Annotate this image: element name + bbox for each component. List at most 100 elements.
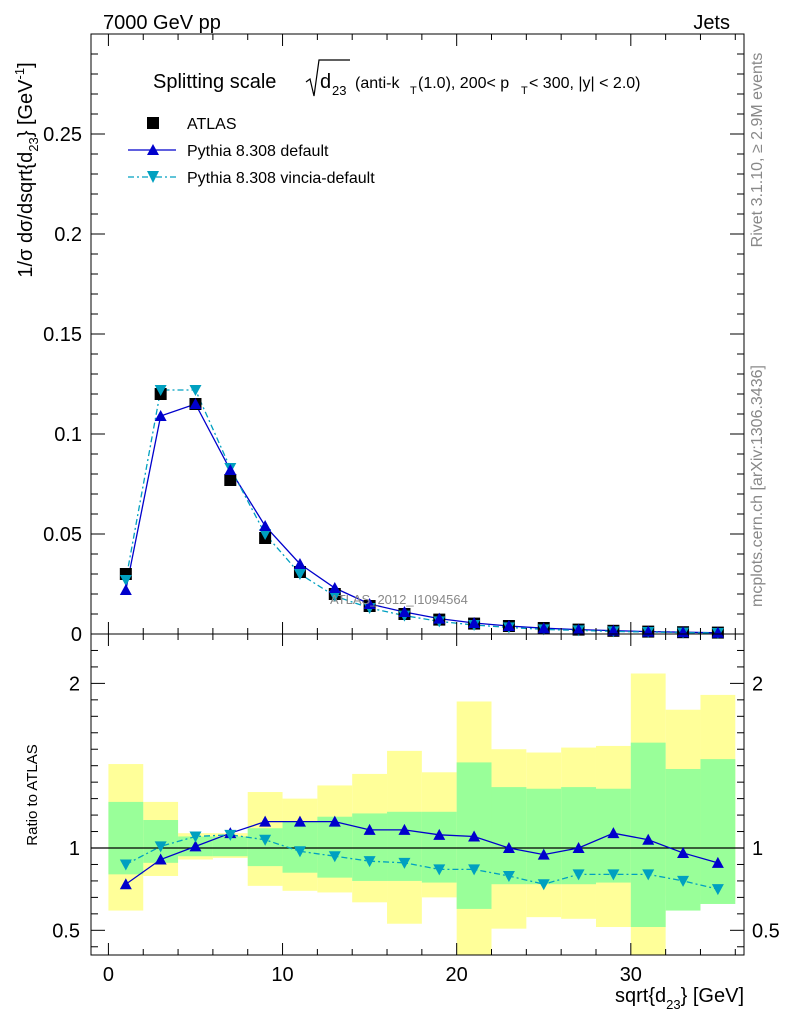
plot-title: Splitting scale d 23 (anti-k T (1.0), 20… [153,59,641,98]
y-tick-label-main: 0.05 [43,524,82,546]
y-tick-label-main: 0.15 [43,324,82,346]
legend-marker-vincia [147,171,159,183]
ratio-green-band [561,787,596,885]
y-tick-label-ratio-left: 0.5 [52,920,80,942]
y-tick-label-ratio-right: 1 [752,838,763,860]
ratio-point-series0 [537,848,550,860]
y-tick-label-main: 0.2 [54,224,82,246]
ratio-green-band [491,787,527,885]
ylabel-main-text: 1/σ dσ/dsqrt{d [15,152,37,278]
xlabel-text: sqrt{d [615,985,666,1007]
ratio-point-series0 [711,856,724,868]
xlabel: sqrt{d23} [GeV] [615,985,744,1012]
ratio-point-series0 [154,853,167,865]
main-point-series1 [189,398,202,409]
main-point-series2 [154,385,167,396]
axes: 0 10 20 30 0 0.05 0.1 0.15 0.2 0.25 0.5 0.5 1 1 2 2 [43,33,780,986]
ratio-point-series1 [259,834,272,846]
legend-label-vincia: Pythia 8.308 vincia-default [187,170,375,187]
legend-label-atlas: ATLAS [187,116,237,133]
ylabel-main-close: ] [15,62,37,68]
ratio-green-band [212,836,248,857]
y-tick-label-ratio-left: 2 [69,673,80,695]
main-point-series2 [328,591,341,602]
main-point-series1 [433,612,446,624]
ratio-point-series0 [607,827,620,839]
ratio-point-series0 [328,815,341,827]
title-suffix3: < 300, |y| < 2.0) [529,75,641,92]
ratio-point-series0 [572,842,585,853]
x-tick-label: 30 [620,964,642,986]
y-tick-label-main: 0 [71,624,82,646]
main-point-series1 [398,606,411,617]
main-ylabel: 1/σ dσ/dsqrt{d23} [GeV-1] [12,62,41,277]
title-sub2: T [410,85,417,97]
ratio-point-series1 [433,864,446,876]
title-symbol: d [320,71,331,93]
ratio-ylabel: Ratio to ATLAS [24,744,41,845]
ratio-point-series1 [642,869,655,881]
x-tick-label: 20 [446,964,468,986]
ratio-point-series1 [572,869,585,881]
ratio-point-series0 [677,846,690,858]
legend-label-default: Pythia 8.308 default [187,143,329,160]
main-point-series2 [189,385,202,396]
main-point-series1 [224,464,237,475]
ratio-point-series0 [189,840,202,852]
ratio-point-series0 [433,828,446,840]
svg-text:1/σ dσ/dsqrt{d23} [GeV-1]: 1/σ dσ/dsqrt{d23} [GeV-1] [12,62,41,277]
main-point-series0 [119,568,132,580]
ratio-point-series1 [224,829,237,841]
legend: ATLAS Pythia 8.308 default Pythia 8.308 … [128,116,375,187]
collision-label: 7000 GeV pp [103,12,221,34]
rivet-label: Rivet 3.1.10, ≥ 2.9M events [749,53,766,248]
main-point-series1 [711,626,724,638]
analysis-watermark: ATLAS_2012_I1094564 [330,592,468,607]
ratio-point-series1 [363,856,376,868]
y-tick-label-ratio-right: 2 [752,673,763,695]
title-sub: 23 [332,83,346,98]
ratio-point-series1 [398,857,411,869]
ratio-point-series1 [502,870,515,882]
ratio-point-series0 [398,823,411,835]
ratio-point-series1 [537,879,550,891]
title-prefix: Splitting scale [153,71,276,93]
mcplots-label: mcplots.cern.ch [arXiv:1306.3436] [749,365,766,607]
main-point-series2 [293,569,306,580]
ratio-frame [90,633,745,956]
ratio-point-series0 [468,830,481,842]
main-point-series1 [502,620,515,631]
main-point-series1 [468,617,481,628]
title-suffix: (anti-k [355,75,400,92]
xlabel-sub: 23 [666,997,680,1012]
sqrt-symbol [305,59,350,97]
ratio-point-series0 [502,842,515,853]
ratio-green-band [352,813,388,881]
main-point-series1 [293,558,306,569]
ratio-point-series1 [154,841,167,853]
ylabel-main-end: } [GeV [15,79,37,137]
main-plot-area [119,385,724,639]
y-tick-label-main: 0.1 [54,424,82,446]
ratio-bands [91,673,744,955]
main-point-series0 [224,474,237,486]
title-suffix2: (1.0), 200< p [418,75,509,92]
ylabel-main-sub: 23 [26,137,41,151]
ratio-green-band [317,816,353,878]
title-sub3: T [521,85,528,97]
main-point-series2 [119,575,132,586]
ratio-plot-area [119,815,724,896]
y-tick-label-ratio-left: 1 [69,838,80,860]
ratio-point-series1 [189,831,202,843]
ratio-green-band [700,759,736,904]
xlabel-end: } [GeV] [681,985,744,1007]
legend-marker-default [147,144,159,155]
ratio-point-series1 [119,859,132,871]
ratio-point-series1 [328,851,341,863]
y-tick-label-main: 0.25 [43,124,82,146]
ratio-series-line-1 [125,834,719,890]
ratio-point-series1 [293,846,306,858]
ratio-green-band [665,768,701,911]
y-tick-label-ratio-right: 0.5 [752,920,780,942]
